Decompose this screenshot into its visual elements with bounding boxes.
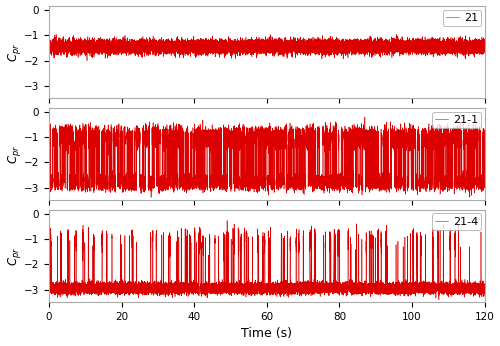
21-4 — [51, 288, 57, 292]
21-4 — [466, 286, 472, 291]
21 — [343, 43, 349, 47]
Legend: 21-4: 21-4 — [432, 213, 481, 230]
21 — [51, 47, 57, 51]
21-1 — [482, 180, 488, 184]
21 — [108, 45, 114, 49]
21-1 — [148, 195, 154, 199]
21-1 — [328, 175, 334, 180]
21-1 — [277, 187, 283, 191]
21 — [482, 45, 488, 49]
21-1 — [466, 131, 472, 135]
Legend: 21: 21 — [442, 10, 481, 26]
X-axis label: Time (s): Time (s) — [242, 327, 292, 340]
21-1 — [343, 175, 349, 179]
Line: 21-4: 21-4 — [49, 221, 484, 300]
21-4 — [277, 288, 283, 292]
21-4 — [482, 286, 488, 291]
21 — [394, 32, 400, 36]
Y-axis label: $C_{pr}$: $C_{pr}$ — [6, 43, 22, 62]
21-4 — [436, 298, 442, 302]
Y-axis label: $C_{pr}$: $C_{pr}$ — [6, 246, 22, 266]
Line: 21-1: 21-1 — [49, 117, 484, 197]
21 — [84, 58, 90, 63]
Legend: 21-1: 21-1 — [432, 111, 481, 128]
21 — [277, 48, 283, 52]
21-4 — [108, 287, 114, 291]
21-1 — [51, 131, 57, 135]
Y-axis label: $C_{pr}$: $C_{pr}$ — [6, 145, 22, 164]
21-4 — [343, 285, 349, 290]
21-4 — [328, 286, 334, 291]
21-1 — [46, 142, 52, 146]
21 — [46, 46, 52, 50]
21 — [328, 42, 334, 46]
21-1 — [362, 115, 368, 119]
21 — [466, 44, 472, 48]
Line: 21: 21 — [49, 34, 484, 61]
21-1 — [108, 143, 114, 147]
21-4 — [46, 229, 52, 233]
21-4 — [224, 219, 230, 223]
